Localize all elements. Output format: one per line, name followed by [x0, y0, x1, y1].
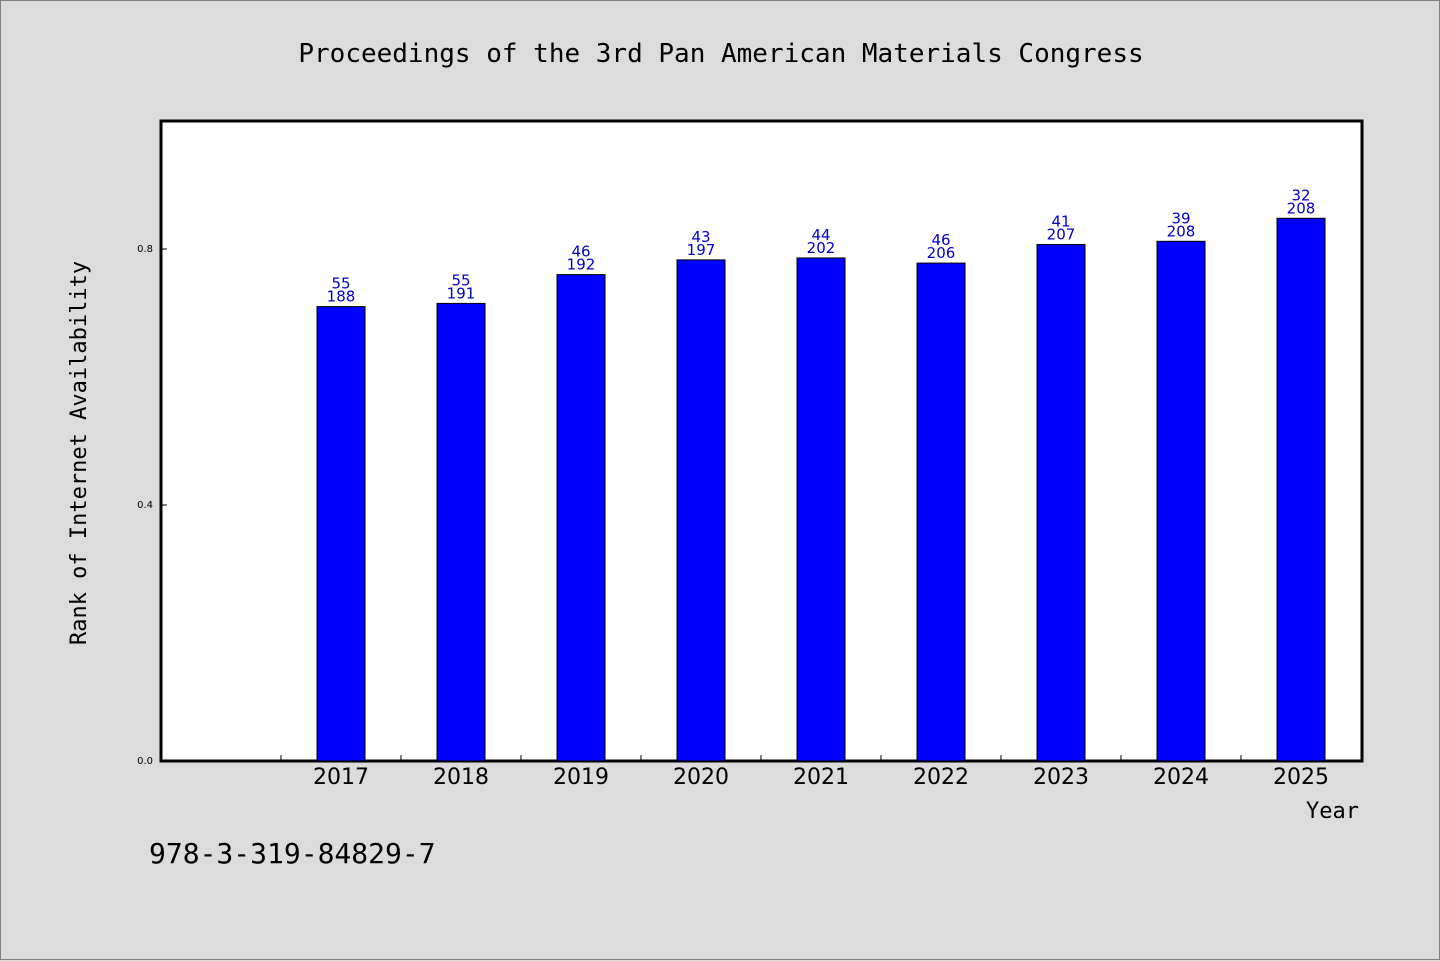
bar-2019 [556, 274, 606, 762]
bar-label-top-2017: 55 [331, 275, 350, 293]
bar-2017 [316, 306, 366, 762]
bar-label-top-2020: 43 [691, 228, 710, 246]
x-tick-label-2023: 2023 [1033, 765, 1089, 790]
bar-label-bottom-2024: 208 [1167, 222, 1196, 240]
bar-2021 [796, 257, 846, 762]
x-tick-label-2019: 2019 [553, 765, 609, 790]
bar-label-top-2024: 39 [1171, 209, 1190, 227]
bar-2024 [1156, 240, 1206, 762]
x-tick-label-2024: 2024 [1153, 765, 1209, 790]
bar-2025 [1276, 217, 1326, 762]
bar-label-bottom-2018: 191 [447, 284, 476, 302]
x-tick-label-2018: 2018 [433, 765, 489, 790]
x-axis-label: Year [1306, 799, 1359, 824]
ticks-group: 2017 2018 2019 2020 2021 2022 2023 2024 2025 0.0 0… [137, 244, 1362, 790]
y-tick-label-0.8: 0.8 [137, 244, 153, 255]
y-tick-label-0.4: 0.4 [137, 500, 153, 511]
bar-label-top-2018: 55 [451, 271, 470, 289]
bar-label-bottom-2017: 188 [327, 288, 356, 306]
bar-2020 [676, 259, 726, 762]
bar-label-bottom-2020: 197 [687, 241, 716, 259]
x-tick-label-2022: 2022 [913, 765, 969, 790]
bar-label-top-2019: 46 [571, 243, 590, 261]
y-axis-label: Rank of Internet Availability [67, 261, 92, 645]
y-tick-label-0.0: 0.0 [137, 756, 153, 767]
bar-label-bottom-2021: 202 [807, 239, 836, 257]
isbn-footer: 978-3-319-84829-7 [149, 837, 436, 870]
bar-label-top-2025: 32 [1291, 186, 1310, 204]
x-tick-label-2020: 2020 [673, 765, 729, 790]
bar-label-bottom-2019: 192 [567, 256, 596, 274]
bar-2023 [1036, 244, 1086, 762]
bar-label-top-2022: 46 [931, 231, 950, 249]
x-tick-label-2017: 2017 [313, 765, 369, 790]
bar-2018 [436, 302, 486, 762]
bar-2022 [916, 262, 966, 762]
bar-label-bottom-2023: 207 [1047, 226, 1076, 244]
x-tick-label-2025: 2025 [1273, 765, 1329, 790]
bar-label-top-2021: 44 [811, 226, 830, 244]
bar-label-top-2023: 41 [1051, 213, 1070, 231]
x-tick-label-2021: 2021 [793, 765, 849, 790]
bar-label-bottom-2022: 206 [927, 244, 956, 262]
bar-label-bottom-2025: 208 [1287, 199, 1316, 217]
chart-title: Proceedings of the 3rd Pan American Mate… [298, 39, 1143, 69]
